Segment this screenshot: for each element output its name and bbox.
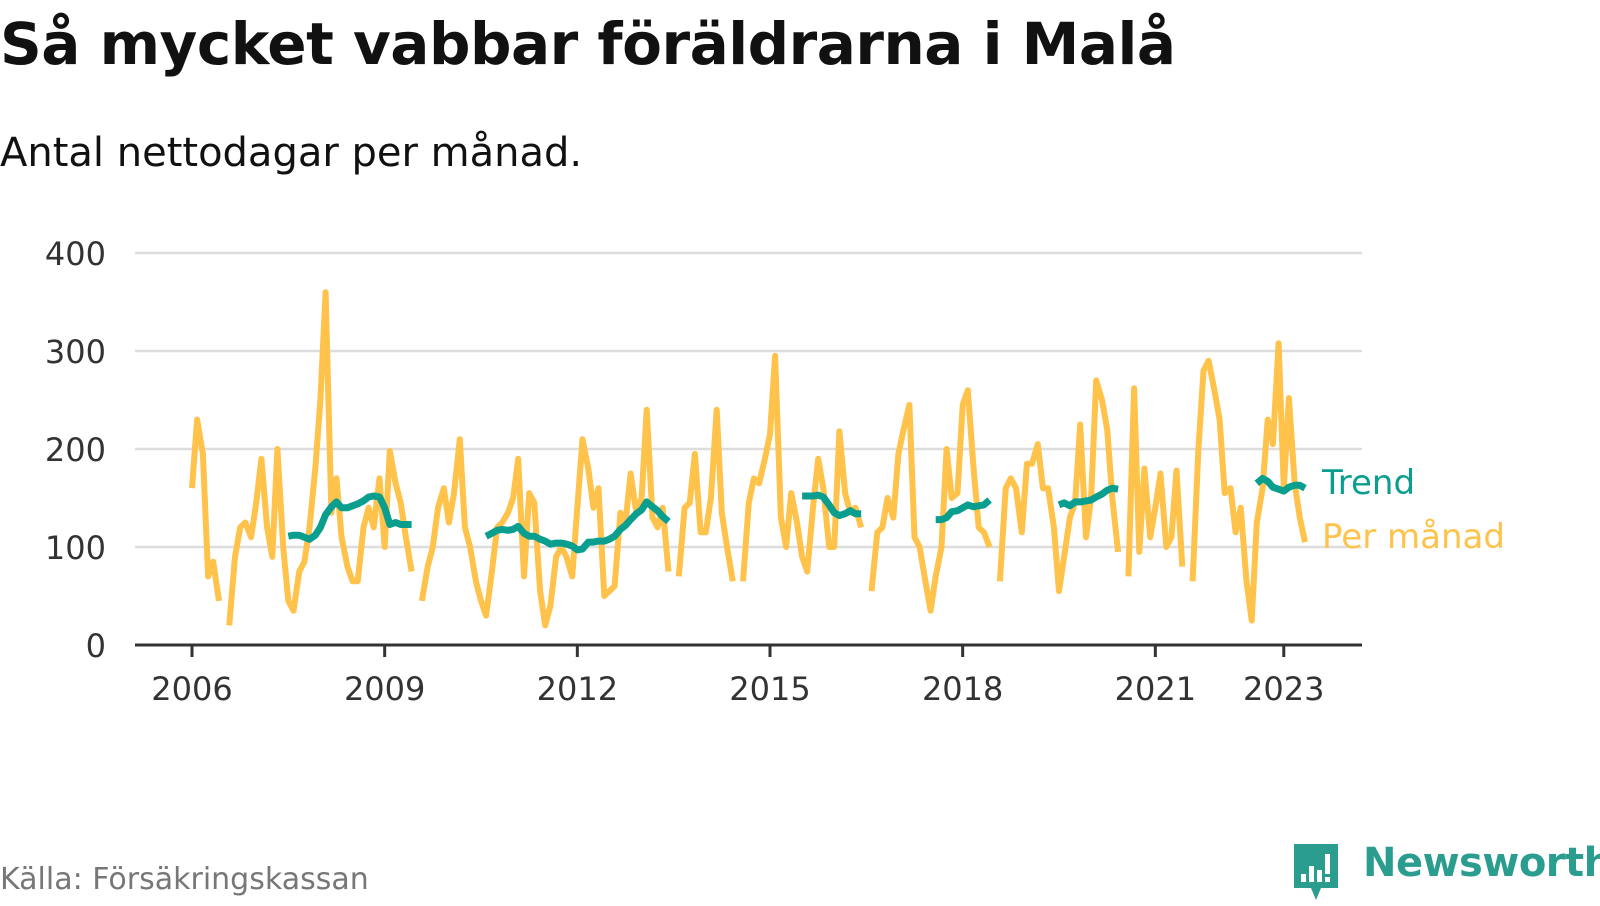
series-label-trend: Trend bbox=[1321, 463, 1415, 503]
y-tick-label: 0 bbox=[86, 627, 106, 665]
source-note: Källa: Försäkringskassan bbox=[0, 862, 369, 897]
series-lines bbox=[189, 289, 1308, 629]
chart-title: Så mycket vabbar föräldrarna i Malå bbox=[0, 10, 1176, 78]
per-manad-line-segment bbox=[1189, 340, 1308, 624]
x-tick-label: 2009 bbox=[344, 670, 425, 708]
x-tick-label: 2018 bbox=[922, 670, 1003, 708]
trend-line-segment bbox=[484, 498, 671, 554]
x-tick-label: 2012 bbox=[537, 670, 618, 708]
per-manad-line-segment bbox=[740, 352, 865, 582]
y-tick-label: 200 bbox=[45, 431, 106, 469]
series-label-per-manad: Per månad bbox=[1322, 517, 1505, 557]
per-manad-line-segment bbox=[868, 387, 993, 614]
per-manad-line-segment bbox=[996, 377, 1122, 595]
per-manad-line-segment bbox=[675, 406, 736, 582]
chart-subtitle: Antal nettodagar per månad. bbox=[0, 130, 583, 176]
per-manad-line-segment bbox=[189, 416, 222, 602]
per-manad-line-segment bbox=[226, 289, 415, 626]
trend-line-segment bbox=[1057, 484, 1119, 510]
brand-block: Newsworthy bbox=[1291, 840, 1600, 906]
x-tick-label: 2006 bbox=[151, 670, 232, 708]
y-tick-label: 100 bbox=[45, 529, 106, 567]
x-axis-ticks: 2006 2009 2012 2015 2018 2021 2023 bbox=[151, 645, 1324, 708]
x-tick-label: 2023 bbox=[1243, 670, 1324, 708]
trend-line-segment bbox=[1254, 474, 1307, 495]
y-axis-ticks: 0 100 200 300 400 bbox=[45, 235, 106, 665]
y-tick-label: 300 bbox=[45, 333, 106, 371]
per-manad-line-segment bbox=[418, 406, 672, 629]
trend-line-segment bbox=[935, 497, 992, 524]
x-tick-label: 2015 bbox=[729, 670, 810, 708]
y-tick-label: 400 bbox=[45, 235, 106, 273]
trend-line-segment bbox=[287, 492, 412, 543]
newsworthy-logo-icon bbox=[1294, 844, 1338, 900]
brand-name: Newsworthy bbox=[1363, 840, 1600, 886]
per-manad-line-segment bbox=[1125, 385, 1186, 577]
trend-line-segment bbox=[802, 491, 862, 520]
x-tick-label: 2021 bbox=[1115, 670, 1196, 708]
